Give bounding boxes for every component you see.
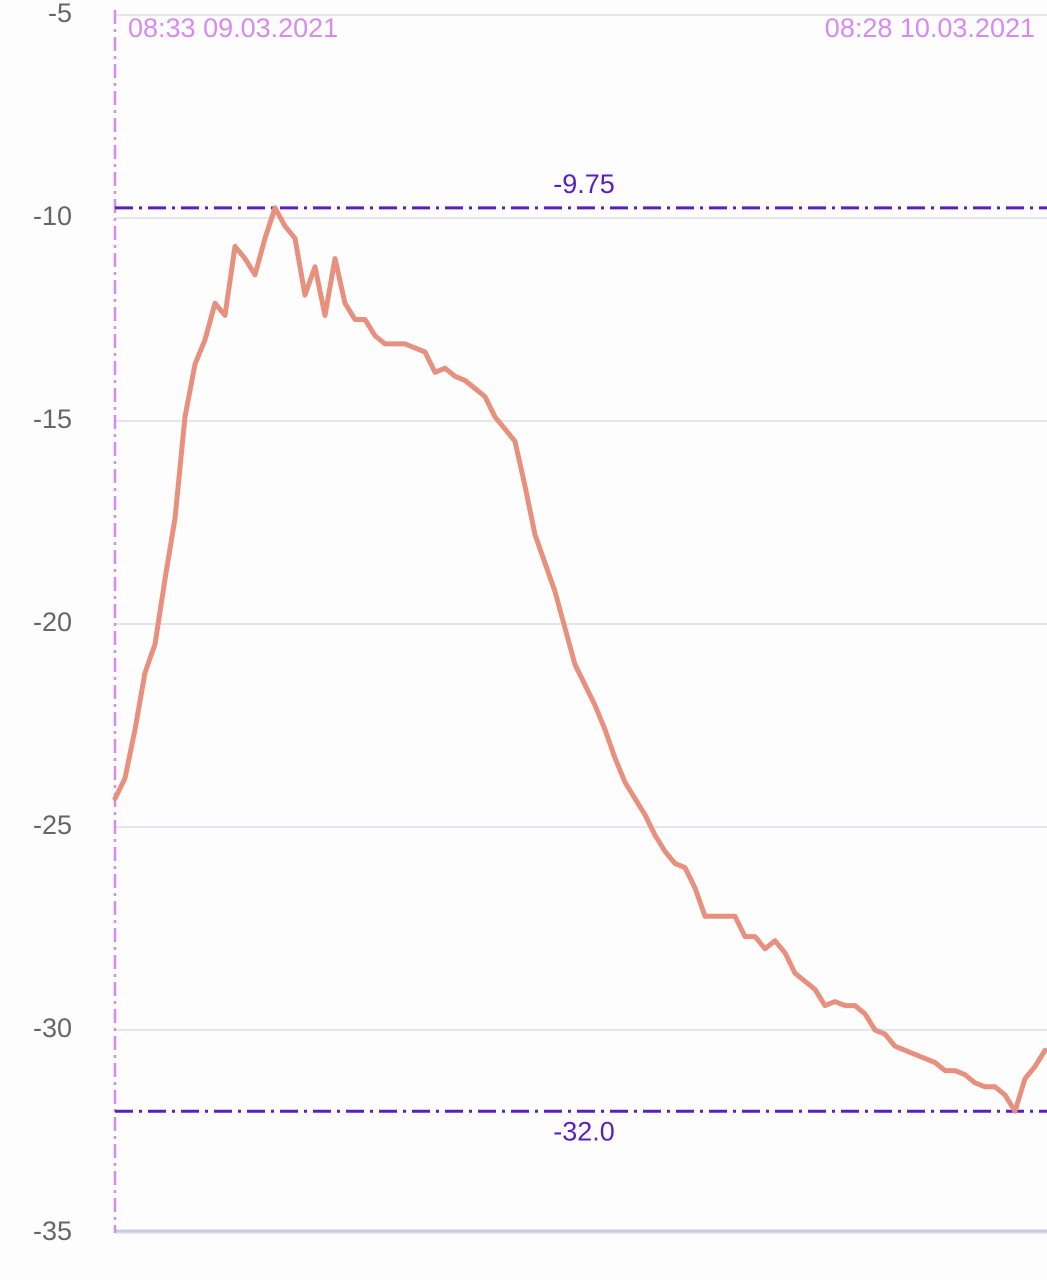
y-tick-label: -25	[33, 810, 72, 840]
y-tick-label: -15	[33, 404, 72, 434]
y-tick-label: -30	[33, 1013, 72, 1043]
reference-label: -32.0	[553, 1116, 615, 1146]
time-annotation: 08:28 10.03.2021	[825, 13, 1035, 43]
y-tick-label: -20	[33, 607, 72, 637]
y-tick-label: -5	[48, 0, 72, 28]
time-annotation: 08:33 09.03.2021	[128, 13, 338, 43]
y-tick-label: -10	[33, 201, 72, 231]
reference-label: -9.75	[553, 169, 615, 199]
y-tick-label: -35	[33, 1216, 72, 1246]
data-line	[112, 205, 1047, 1114]
